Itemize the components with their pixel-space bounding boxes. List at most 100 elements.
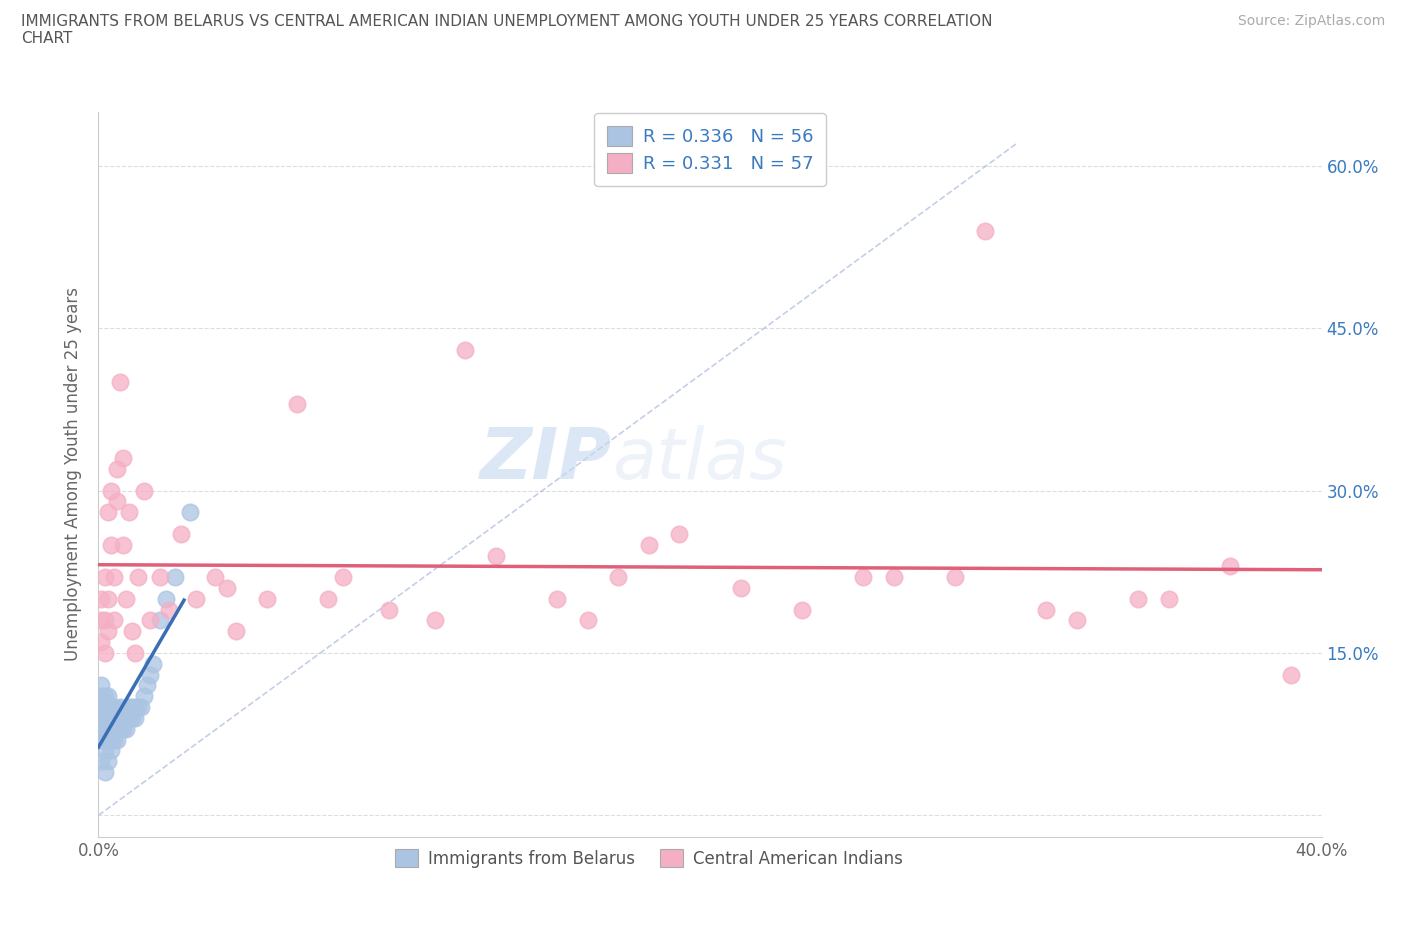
Text: IMMIGRANTS FROM BELARUS VS CENTRAL AMERICAN INDIAN UNEMPLOYMENT AMONG YOUTH UNDE: IMMIGRANTS FROM BELARUS VS CENTRAL AMERI… xyxy=(21,14,993,46)
Point xyxy=(115,591,138,606)
Point xyxy=(100,483,122,498)
Point xyxy=(105,722,128,737)
Point xyxy=(103,722,125,737)
Point xyxy=(97,754,120,769)
Point xyxy=(121,711,143,725)
Point xyxy=(108,722,131,737)
Y-axis label: Unemployment Among Youth under 25 years: Unemployment Among Youth under 25 years xyxy=(65,287,83,661)
Point xyxy=(118,699,141,714)
Point xyxy=(90,711,112,725)
Point xyxy=(668,526,690,541)
Point xyxy=(974,223,997,238)
Point xyxy=(1279,667,1302,682)
Point xyxy=(93,732,115,747)
Point xyxy=(1066,613,1088,628)
Point xyxy=(103,732,125,747)
Point xyxy=(730,580,752,595)
Point xyxy=(157,603,180,618)
Point xyxy=(97,591,120,606)
Point xyxy=(97,624,120,639)
Point xyxy=(139,667,162,682)
Point xyxy=(93,570,115,585)
Point xyxy=(93,711,115,725)
Point xyxy=(163,570,186,585)
Point xyxy=(93,689,115,704)
Point xyxy=(103,570,125,585)
Point xyxy=(90,754,112,769)
Point xyxy=(108,375,131,390)
Point xyxy=(100,699,122,714)
Point xyxy=(115,722,138,737)
Point xyxy=(93,699,115,714)
Point xyxy=(852,570,875,585)
Point xyxy=(103,613,125,628)
Point xyxy=(103,711,125,725)
Point xyxy=(90,613,112,628)
Point xyxy=(97,689,120,704)
Point xyxy=(105,732,128,747)
Point xyxy=(127,699,149,714)
Point xyxy=(215,580,238,595)
Point xyxy=(124,645,146,660)
Point xyxy=(121,699,143,714)
Point xyxy=(100,711,122,725)
Point xyxy=(90,634,112,649)
Point xyxy=(97,699,120,714)
Point xyxy=(111,722,134,737)
Point xyxy=(103,699,125,714)
Point xyxy=(186,591,208,606)
Point xyxy=(90,732,112,747)
Point xyxy=(225,624,247,639)
Point xyxy=(170,526,193,541)
Point xyxy=(93,613,115,628)
Point xyxy=(454,342,477,357)
Point xyxy=(90,678,112,693)
Point xyxy=(142,657,165,671)
Point xyxy=(97,722,120,737)
Point xyxy=(111,451,134,466)
Point xyxy=(93,764,115,779)
Point xyxy=(179,505,201,520)
Point xyxy=(149,613,172,628)
Point xyxy=(97,711,120,725)
Point xyxy=(100,732,122,747)
Point xyxy=(155,591,177,606)
Point xyxy=(637,538,661,552)
Point xyxy=(204,570,226,585)
Point xyxy=(100,538,122,552)
Point xyxy=(134,689,156,704)
Point xyxy=(256,591,278,606)
Text: atlas: atlas xyxy=(612,425,787,494)
Point xyxy=(118,711,141,725)
Text: Source: ZipAtlas.com: Source: ZipAtlas.com xyxy=(1237,14,1385,28)
Point xyxy=(485,548,508,563)
Point xyxy=(546,591,568,606)
Point xyxy=(607,570,630,585)
Point xyxy=(1035,603,1057,618)
Point xyxy=(139,613,162,628)
Point xyxy=(115,711,138,725)
Point xyxy=(105,461,128,476)
Point xyxy=(100,722,122,737)
Point xyxy=(378,603,401,618)
Point xyxy=(423,613,446,628)
Point xyxy=(943,570,966,585)
Point xyxy=(124,711,146,725)
Point xyxy=(149,570,172,585)
Point xyxy=(790,603,813,618)
Point xyxy=(316,591,339,606)
Point xyxy=(108,699,131,714)
Point xyxy=(93,722,115,737)
Point xyxy=(883,570,905,585)
Point xyxy=(90,699,112,714)
Point xyxy=(97,505,120,520)
Point xyxy=(100,743,122,758)
Point xyxy=(285,396,308,411)
Point xyxy=(134,483,156,498)
Text: ZIP: ZIP xyxy=(479,425,612,494)
Point xyxy=(93,743,115,758)
Legend: Immigrants from Belarus, Central American Indians: Immigrants from Belarus, Central America… xyxy=(382,837,915,880)
Point xyxy=(136,678,159,693)
Point xyxy=(105,711,128,725)
Point xyxy=(105,494,128,509)
